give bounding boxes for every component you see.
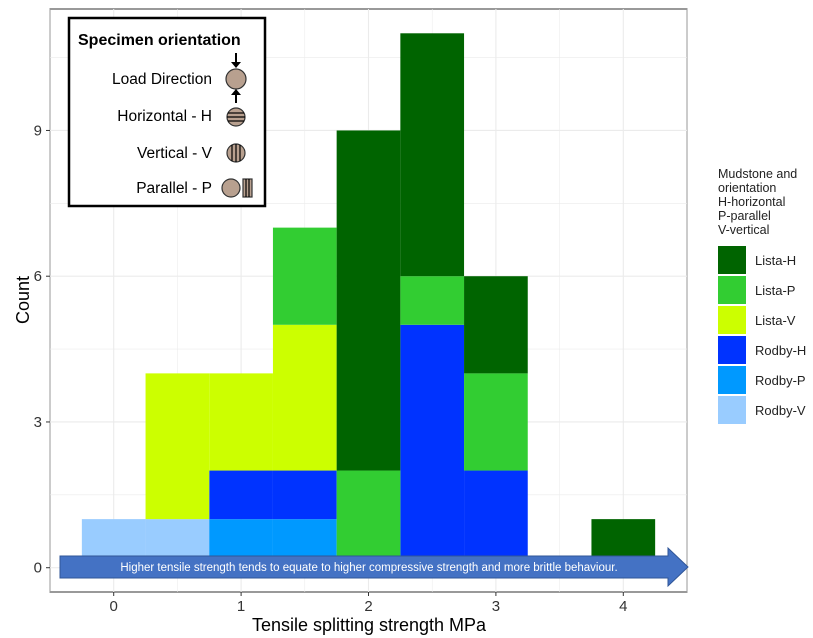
- bar-lista-p-3: [464, 373, 528, 471]
- legend-title-line-4: P-parallel: [718, 209, 771, 223]
- bar-lista-p-2.5: [400, 276, 465, 325]
- legend-swatch-lista-h: [718, 246, 746, 274]
- inset-title: Specimen orientation: [78, 32, 241, 49]
- bar-lista-p-2: [336, 470, 401, 568]
- legend-label-lista-v: Lista-V: [755, 313, 796, 328]
- bar-lista-h-2: [336, 130, 401, 471]
- legend-label-lista-h: Lista-H: [755, 253, 796, 268]
- y-tick-label: 0: [34, 560, 42, 577]
- load-direction-icon: [225, 53, 247, 103]
- axes: 0 1 2 3 4 0 3 6 9: [34, 122, 628, 615]
- legend-swatch-rodby-v: [718, 396, 746, 424]
- y-axis-title: Count: [13, 276, 33, 324]
- y-tick-label: 9: [34, 122, 42, 139]
- vertical-specimen-icon: [226, 143, 246, 163]
- bar-rodby-h-1.5: [272, 470, 337, 520]
- bar-rodby-h-3: [464, 470, 528, 568]
- legend-title-line-5: V-vertical: [718, 223, 769, 237]
- legend-swatch-rodby-p: [718, 366, 746, 394]
- x-axis-title: Tensile splitting strength MPa: [252, 615, 487, 635]
- inset-item-horizontal: Horizontal - H: [117, 108, 212, 125]
- bar-lista-v-0.5: [145, 373, 210, 520]
- legend-items: Lista-H Lista-P Lista-V Rodby-H Rodby-P Rodby…: [718, 246, 806, 424]
- horizontal-specimen-icon: [226, 107, 246, 127]
- annotation-text: Higher tensile strength tends to equate …: [120, 562, 617, 574]
- x-tick-label: 3: [492, 598, 500, 615]
- legend-swatch-rodby-h: [718, 336, 746, 364]
- bar-lista-v-1: [209, 373, 273, 471]
- legend-label-rodby-h: Rodby-H: [755, 343, 806, 358]
- specimen-orientation-inset: Specimen orientation Load Direction Hori…: [67, 16, 267, 208]
- bar-rodby-h-1: [209, 470, 273, 520]
- x-tick-label: 2: [364, 598, 372, 615]
- inset-item-vertical: Vertical - V: [137, 145, 213, 162]
- y-tick-label: 3: [34, 414, 42, 431]
- parallel-specimen-icon: [221, 178, 253, 198]
- strength-annotation: Higher tensile strength tends to equate …: [59, 546, 689, 588]
- legend-swatch-lista-p: [718, 276, 746, 304]
- legend-title-line-2: orientation: [718, 181, 776, 195]
- bar-lista-h-3: [464, 276, 528, 374]
- legend-title-line-1: Mudstone and: [718, 167, 797, 181]
- inset-item-parallel: Parallel - P: [136, 180, 212, 197]
- bar-lista-h-2.5: [400, 33, 465, 277]
- annotation-arrow: [59, 546, 689, 588]
- bar-rodby-h-2.5: [400, 324, 465, 568]
- y-tick-label: 6: [34, 268, 42, 285]
- inset-item-load-direction: Load Direction: [112, 71, 212, 88]
- bar-lista-p-1.5: [272, 227, 337, 325]
- legend-label-rodby-p: Rodby-P: [755, 373, 806, 388]
- legend-label-rodby-v: Rodby-V: [755, 403, 806, 418]
- x-tick-label: 4: [619, 598, 627, 615]
- bar-lista-v-1.5: [272, 324, 337, 471]
- x-tick-label: 0: [110, 598, 118, 615]
- legend: Mudstone and orientation H-horizontal P-…: [718, 167, 806, 424]
- legend-label-lista-p: Lista-P: [755, 283, 795, 298]
- x-tick-label: 1: [237, 598, 245, 615]
- legend-swatch-lista-v: [718, 306, 746, 334]
- histogram-bars: [81, 33, 656, 568]
- legend-title-line-3: H-horizontal: [718, 195, 785, 209]
